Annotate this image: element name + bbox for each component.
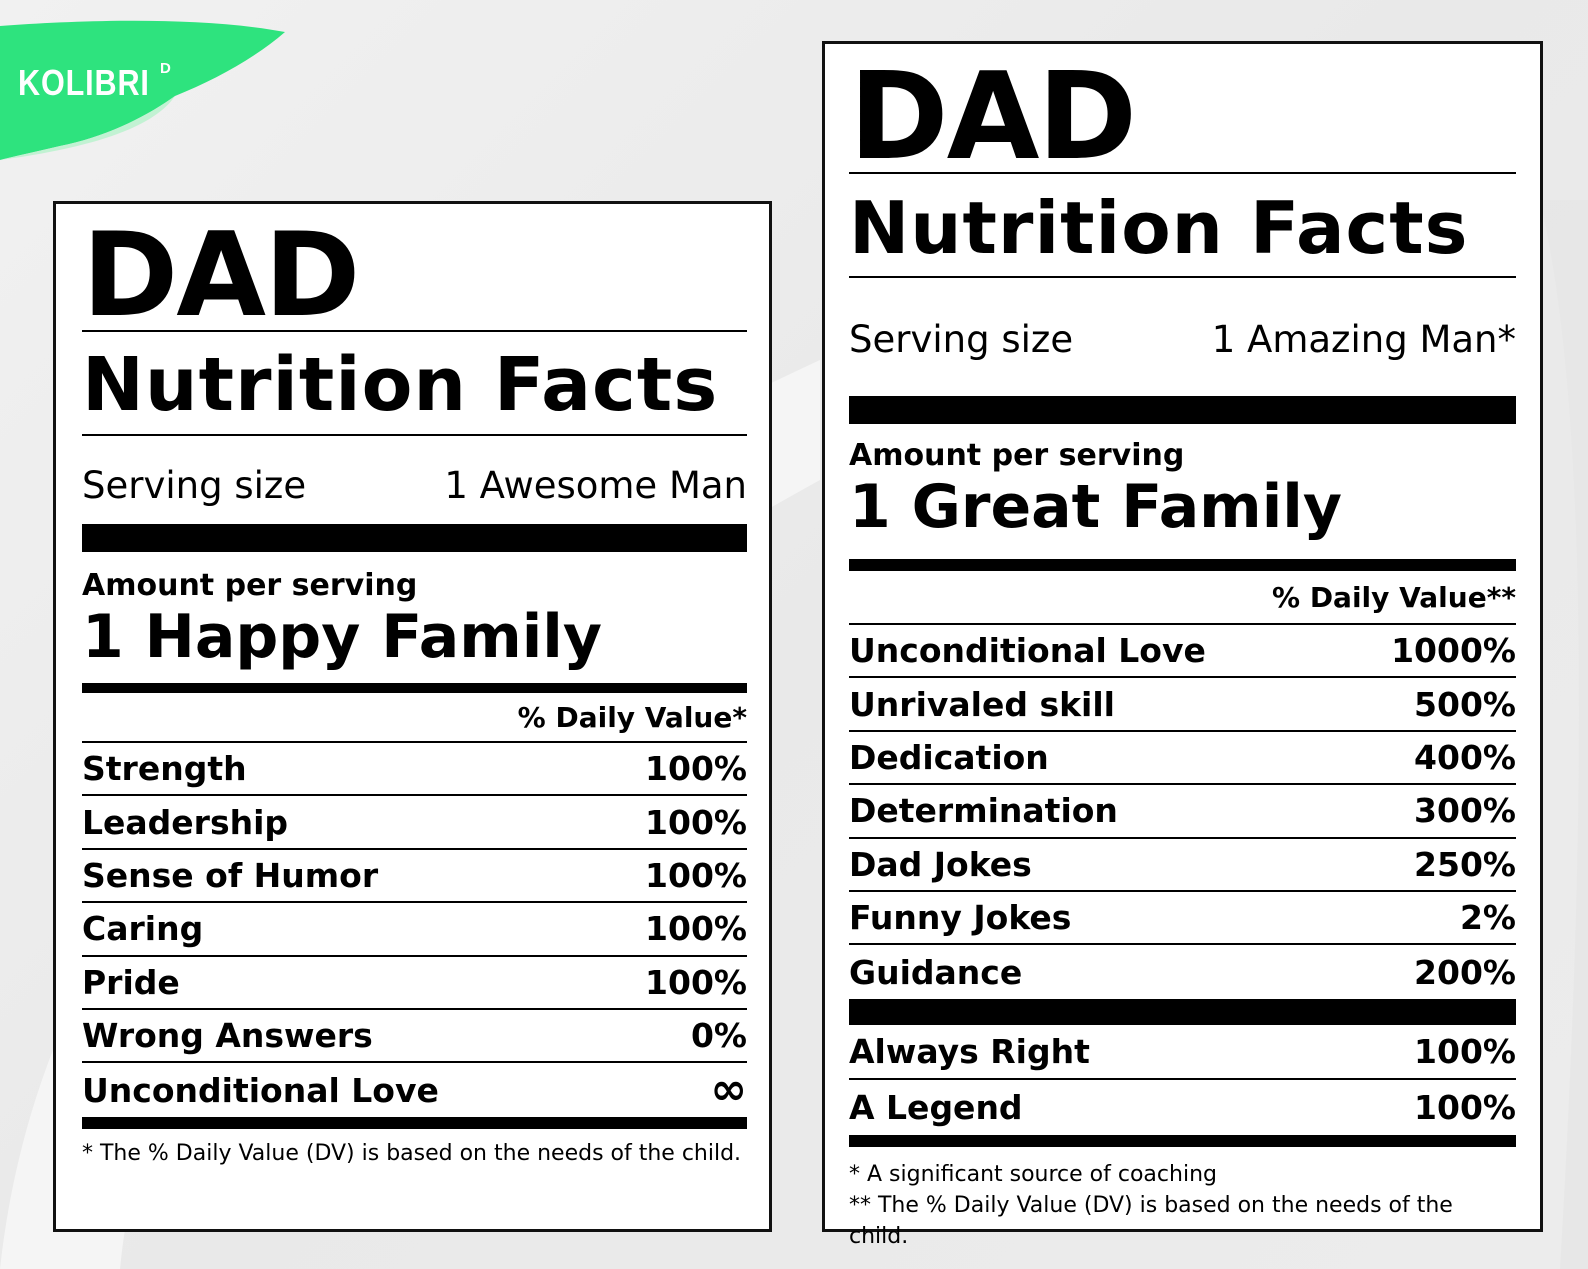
nutrient-name: Unconditional Love	[82, 1070, 439, 1110]
divider	[82, 330, 747, 332]
nutrient-row: Funny Jokes 2%	[849, 892, 1516, 946]
kolibri-logo: KOLIBRI D	[0, 18, 300, 168]
nutrient-row: Unconditional Love 1000%	[849, 625, 1516, 679]
nutrient-value: 1000%	[1391, 631, 1516, 671]
nutrition-label-right: DAD Nutrition Facts Serving size 1 Amazi…	[822, 41, 1543, 1249]
nutrient-value: 100%	[645, 855, 747, 895]
footnote: ** The % Daily Value (DV) is based on th…	[849, 1192, 1453, 1249]
nutrient-row: Wrong Answers 0%	[82, 1010, 747, 1064]
serving-size-row: Serving size 1 Awesome Man	[82, 436, 747, 524]
nutrient-name: Always Right	[849, 1031, 1090, 1071]
nutrient-name: A Legend	[849, 1087, 1023, 1127]
thick-divider	[82, 1116, 747, 1129]
nutrient-value: 100%	[1414, 1087, 1516, 1127]
nutrient-name: Guidance	[849, 952, 1023, 992]
nutrient-row: Caring 100%	[82, 903, 747, 957]
label-heading: DAD	[849, 48, 1137, 187]
nutrient-name: Dedication	[849, 737, 1049, 777]
divider	[849, 276, 1516, 278]
label-title: Nutrition Facts	[82, 342, 719, 428]
serving-size-label: Serving size	[849, 318, 1074, 361]
nutrient-row: Always Right 100%	[849, 1025, 1516, 1080]
nutrient-name: Caring	[82, 909, 204, 949]
thick-divider	[849, 998, 1516, 1025]
nutrient-row: Dad Jokes 250%	[849, 839, 1516, 892]
nutrient-row: Sense of Humor 100%	[82, 850, 747, 904]
footnote: * A significant source of coaching	[849, 1161, 1217, 1187]
logo-text: KOLIBRI	[18, 62, 150, 103]
nutrient-row: A Legend 100%	[849, 1080, 1516, 1135]
thick-divider	[849, 1134, 1516, 1147]
nutrient-value: 400%	[1414, 737, 1516, 777]
nutrient-value: 0%	[690, 1016, 747, 1056]
medium-divider	[849, 559, 1516, 571]
nutrient-value: 100%	[645, 962, 747, 1002]
nutrient-name: Unrivaled skill	[849, 684, 1115, 724]
nutrient-row: Dedication 400%	[849, 732, 1516, 786]
nutrient-name: Strength	[82, 749, 247, 789]
nutrient-name: Determination	[849, 791, 1118, 831]
nutrient-row: Unrivaled skill 500%	[849, 678, 1516, 732]
nutrient-value: 100%	[1414, 1031, 1516, 1071]
nutrient-value: 200%	[1414, 952, 1516, 992]
daily-value-header: % Daily Value**	[849, 571, 1516, 625]
label-heading: DAD	[82, 208, 360, 343]
divider	[82, 434, 747, 436]
nutrient-name: Unconditional Love	[849, 631, 1206, 671]
divider	[849, 172, 1516, 174]
thick-divider	[82, 524, 747, 552]
nutrient-row: Unconditional Love ∞	[82, 1063, 747, 1116]
nutrient-name: Dad Jokes	[849, 844, 1032, 884]
logo-superscript: D	[160, 60, 171, 77]
nutrient-value: 100%	[645, 909, 747, 949]
nutrient-value: 100%	[645, 749, 747, 789]
serving-size-value: 1 Amazing Man*	[1211, 318, 1516, 361]
nutrient-row: Determination 300%	[849, 785, 1516, 839]
nutrient-row: Leadership 100%	[82, 796, 747, 850]
nutrient-value: 300%	[1414, 791, 1516, 831]
serving-size-value: 1 Awesome Man	[444, 464, 747, 507]
nutrient-name: Funny Jokes	[849, 898, 1072, 938]
amount-per-serving-label: Amount per serving	[849, 438, 1185, 473]
nutrient-value: 100%	[645, 802, 747, 842]
footnote: * The % Daily Value (DV) is based on the…	[82, 1140, 742, 1166]
daily-value-header: % Daily Value*	[82, 693, 747, 743]
thick-divider	[849, 396, 1516, 424]
nutrition-label-left: DAD Nutrition Facts Serving size 1 Aweso…	[53, 201, 772, 1232]
nutrient-row: Guidance 200%	[849, 945, 1516, 998]
nutrient-row: Pride 100%	[82, 957, 747, 1010]
serving-size-row: Serving size 1 Amazing Man*	[849, 278, 1516, 396]
nutrient-value: 500%	[1414, 684, 1516, 724]
nutrient-name: Wrong Answers	[82, 1016, 373, 1056]
nutrient-name: Sense of Humor	[82, 855, 379, 895]
nutrient-row: Strength 100%	[82, 743, 747, 797]
nutrient-name: Pride	[82, 962, 180, 1002]
amount-per-serving-value: 1 Happy Family	[82, 602, 602, 672]
amount-per-serving-value: 1 Great Family	[849, 472, 1342, 542]
infinity-value: ∞	[710, 1064, 747, 1116]
nutrient-value: 2%	[1459, 898, 1516, 938]
amount-per-serving-label: Amount per serving	[82, 568, 418, 603]
serving-size-label: Serving size	[82, 464, 307, 507]
nutrient-name: Leadership	[82, 802, 289, 842]
nutrient-value: 250%	[1414, 844, 1516, 884]
medium-divider	[82, 683, 747, 693]
label-title: Nutrition Facts	[849, 186, 1469, 270]
